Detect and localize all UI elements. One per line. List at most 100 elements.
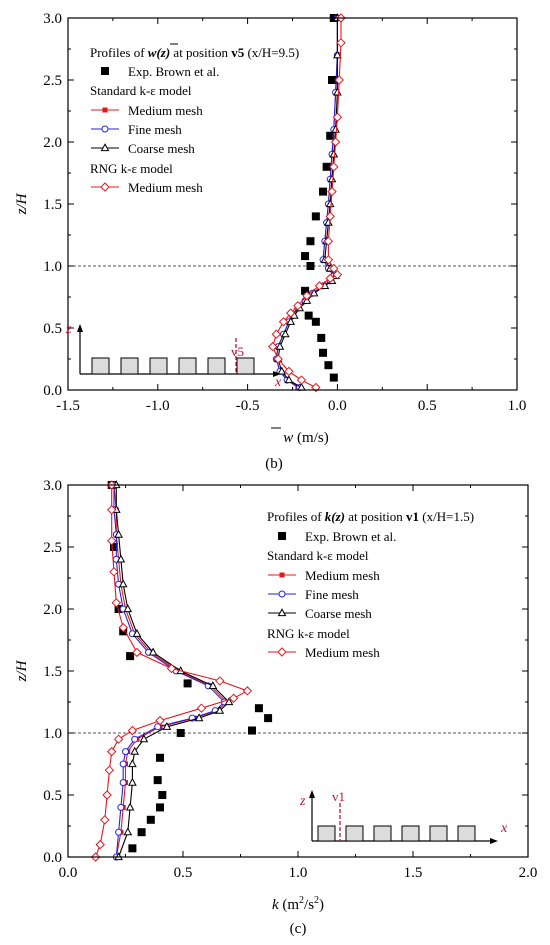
inset-schematic: v1 z x: [299, 789, 508, 844]
legend-heading: Profiles of w(z) at position v5 (x/H=9.5…: [90, 45, 299, 60]
x-tick-label: -1.0: [146, 398, 170, 414]
x-tick-label: -1.5: [56, 398, 80, 414]
coarse-series-marker: [116, 554, 126, 563]
y-tick-label: 1.0: [43, 726, 62, 742]
coarse-series-marker: [277, 366, 287, 375]
legend-swatch-fine: [91, 125, 119, 133]
panel-label: (c): [290, 921, 307, 937]
y-axis-title: z/H: [14, 659, 30, 682]
exp-data-point: [158, 791, 167, 799]
coarse-series-marker: [114, 529, 123, 538]
coarse-series-marker: [130, 746, 140, 755]
exp-data-point: [248, 726, 256, 735]
x-tick-label: 1.0: [289, 865, 308, 881]
plot-series: [268, 13, 346, 393]
rng-series-marker: [100, 815, 110, 825]
exp-data-point: [304, 311, 313, 320]
rng-series-marker: [332, 112, 343, 122]
x-tick-label: 0.0: [328, 398, 347, 414]
rng-series-marker: [323, 236, 334, 246]
exp-data-point: [114, 605, 123, 613]
rng-series-marker: [109, 567, 119, 577]
exp-data-point: [322, 162, 331, 171]
legend-label-exp: Exp. Brown et al.: [305, 529, 396, 544]
inset-marker-label: v5: [231, 344, 244, 359]
rng-series-marker: [132, 647, 142, 658]
exp-data-point: [329, 76, 338, 84]
legend-swatch-standard-medium: [91, 107, 119, 113]
x-tick-label: 2.0: [519, 865, 538, 881]
rng-series-marker: [242, 686, 253, 696]
legend-marker: [277, 647, 287, 657]
coarse-series-marker: [208, 681, 218, 689]
coarse-series-marker: [118, 579, 128, 588]
x-tick-label: 0.5: [418, 398, 437, 414]
exp-data-point: [311, 317, 320, 326]
inset-x-label: x: [500, 821, 508, 836]
coarse-series-marker: [333, 50, 342, 59]
legend-marker: [278, 532, 286, 540]
coarse-series-marker: [139, 734, 149, 743]
inset-x-label: x: [274, 375, 282, 390]
legend-swatch-coarse: [91, 143, 119, 152]
inset-building-block: [373, 825, 392, 842]
legend-label-standard-medium: Medium mesh: [128, 103, 203, 118]
rng-series-marker: [155, 715, 165, 726]
rng-series-marker: [334, 75, 344, 85]
rng-series-marker: [323, 255, 334, 265]
fine-series-marker: [117, 803, 125, 811]
inset-buildings: [317, 825, 476, 842]
y-tick-label: 3.0: [43, 478, 62, 494]
y-axis-title: z/H: [14, 192, 30, 215]
coarse-series-marker: [224, 697, 234, 706]
rng-series-marker: [166, 663, 177, 674]
legend-label-fine: Fine mesh: [128, 122, 182, 137]
exp-data-point: [183, 679, 192, 688]
exp-data-point: [319, 348, 328, 357]
exp-data-point: [311, 212, 320, 221]
rng-series-marker: [106, 505, 117, 515]
legend-group-rng: RNG k-ε model: [90, 161, 173, 176]
exp-data-point: [110, 543, 118, 551]
legend-swatch-rng-medium: [91, 182, 119, 192]
axis-ticks: -1.5 -1.0 -0.5 0.0 0.5 1.0 0.0 0.5 1.0 1.5 2.0 2.5 3…: [43, 11, 526, 414]
legend-heading: Profiles of k(z) at position v1 (x/H=1.5…: [267, 509, 474, 524]
exp-data-point: [128, 844, 137, 853]
y-tick-label: 2.5: [43, 73, 62, 89]
exp-data-point: [153, 776, 162, 785]
legend-label-standard-medium: Medium mesh: [305, 568, 380, 583]
rng-series-marker: [113, 734, 124, 744]
inset-x-arrowhead: [273, 371, 281, 377]
x-tick-label: 0.0: [59, 865, 78, 881]
rng-series-marker: [285, 308, 296, 318]
y-tick-label: 0.5: [43, 321, 62, 337]
x-axis-title: w (m/s): [283, 430, 328, 446]
exp-data-point: [324, 361, 333, 370]
rng-series-marker: [273, 354, 283, 364]
exp-data-point: [306, 237, 315, 246]
exp-data-point: [176, 729, 185, 737]
inset-building-block: [236, 357, 255, 375]
coarse-series-marker: [128, 777, 137, 786]
inset-z-arrowhead: [309, 790, 315, 798]
inset-buildings: [91, 357, 255, 375]
inset-schematic: v5 z x: [65, 322, 282, 390]
legend-label-rng-medium: Medium mesh: [128, 180, 203, 195]
legend-marker: [277, 608, 287, 617]
y-tick-label: 0.0: [43, 383, 62, 399]
panel-b: -1.5 -1.0 -0.5 0.0 0.5 1.0 0.0 0.5 1.0 1.5 2.0 2.5 3…: [14, 11, 526, 472]
rng-series-marker: [329, 263, 339, 274]
rng-series-marker: [104, 765, 115, 775]
coarse-series-marker: [284, 375, 294, 384]
legend-swatch-exp: [278, 532, 286, 540]
exp-data-point: [301, 252, 310, 261]
legend: Profiles of k(z) at position v1 (x/H=1.5…: [267, 509, 474, 660]
legend-label-coarse: Coarse mesh: [128, 141, 195, 156]
rng-series-marker: [268, 341, 278, 352]
rng-series-marker: [106, 746, 117, 757]
rng-series-marker: [111, 598, 122, 608]
rng-series-marker: [196, 703, 207, 713]
coarse-series-marker: [123, 827, 133, 836]
inset-marker-label: v1: [332, 789, 345, 804]
